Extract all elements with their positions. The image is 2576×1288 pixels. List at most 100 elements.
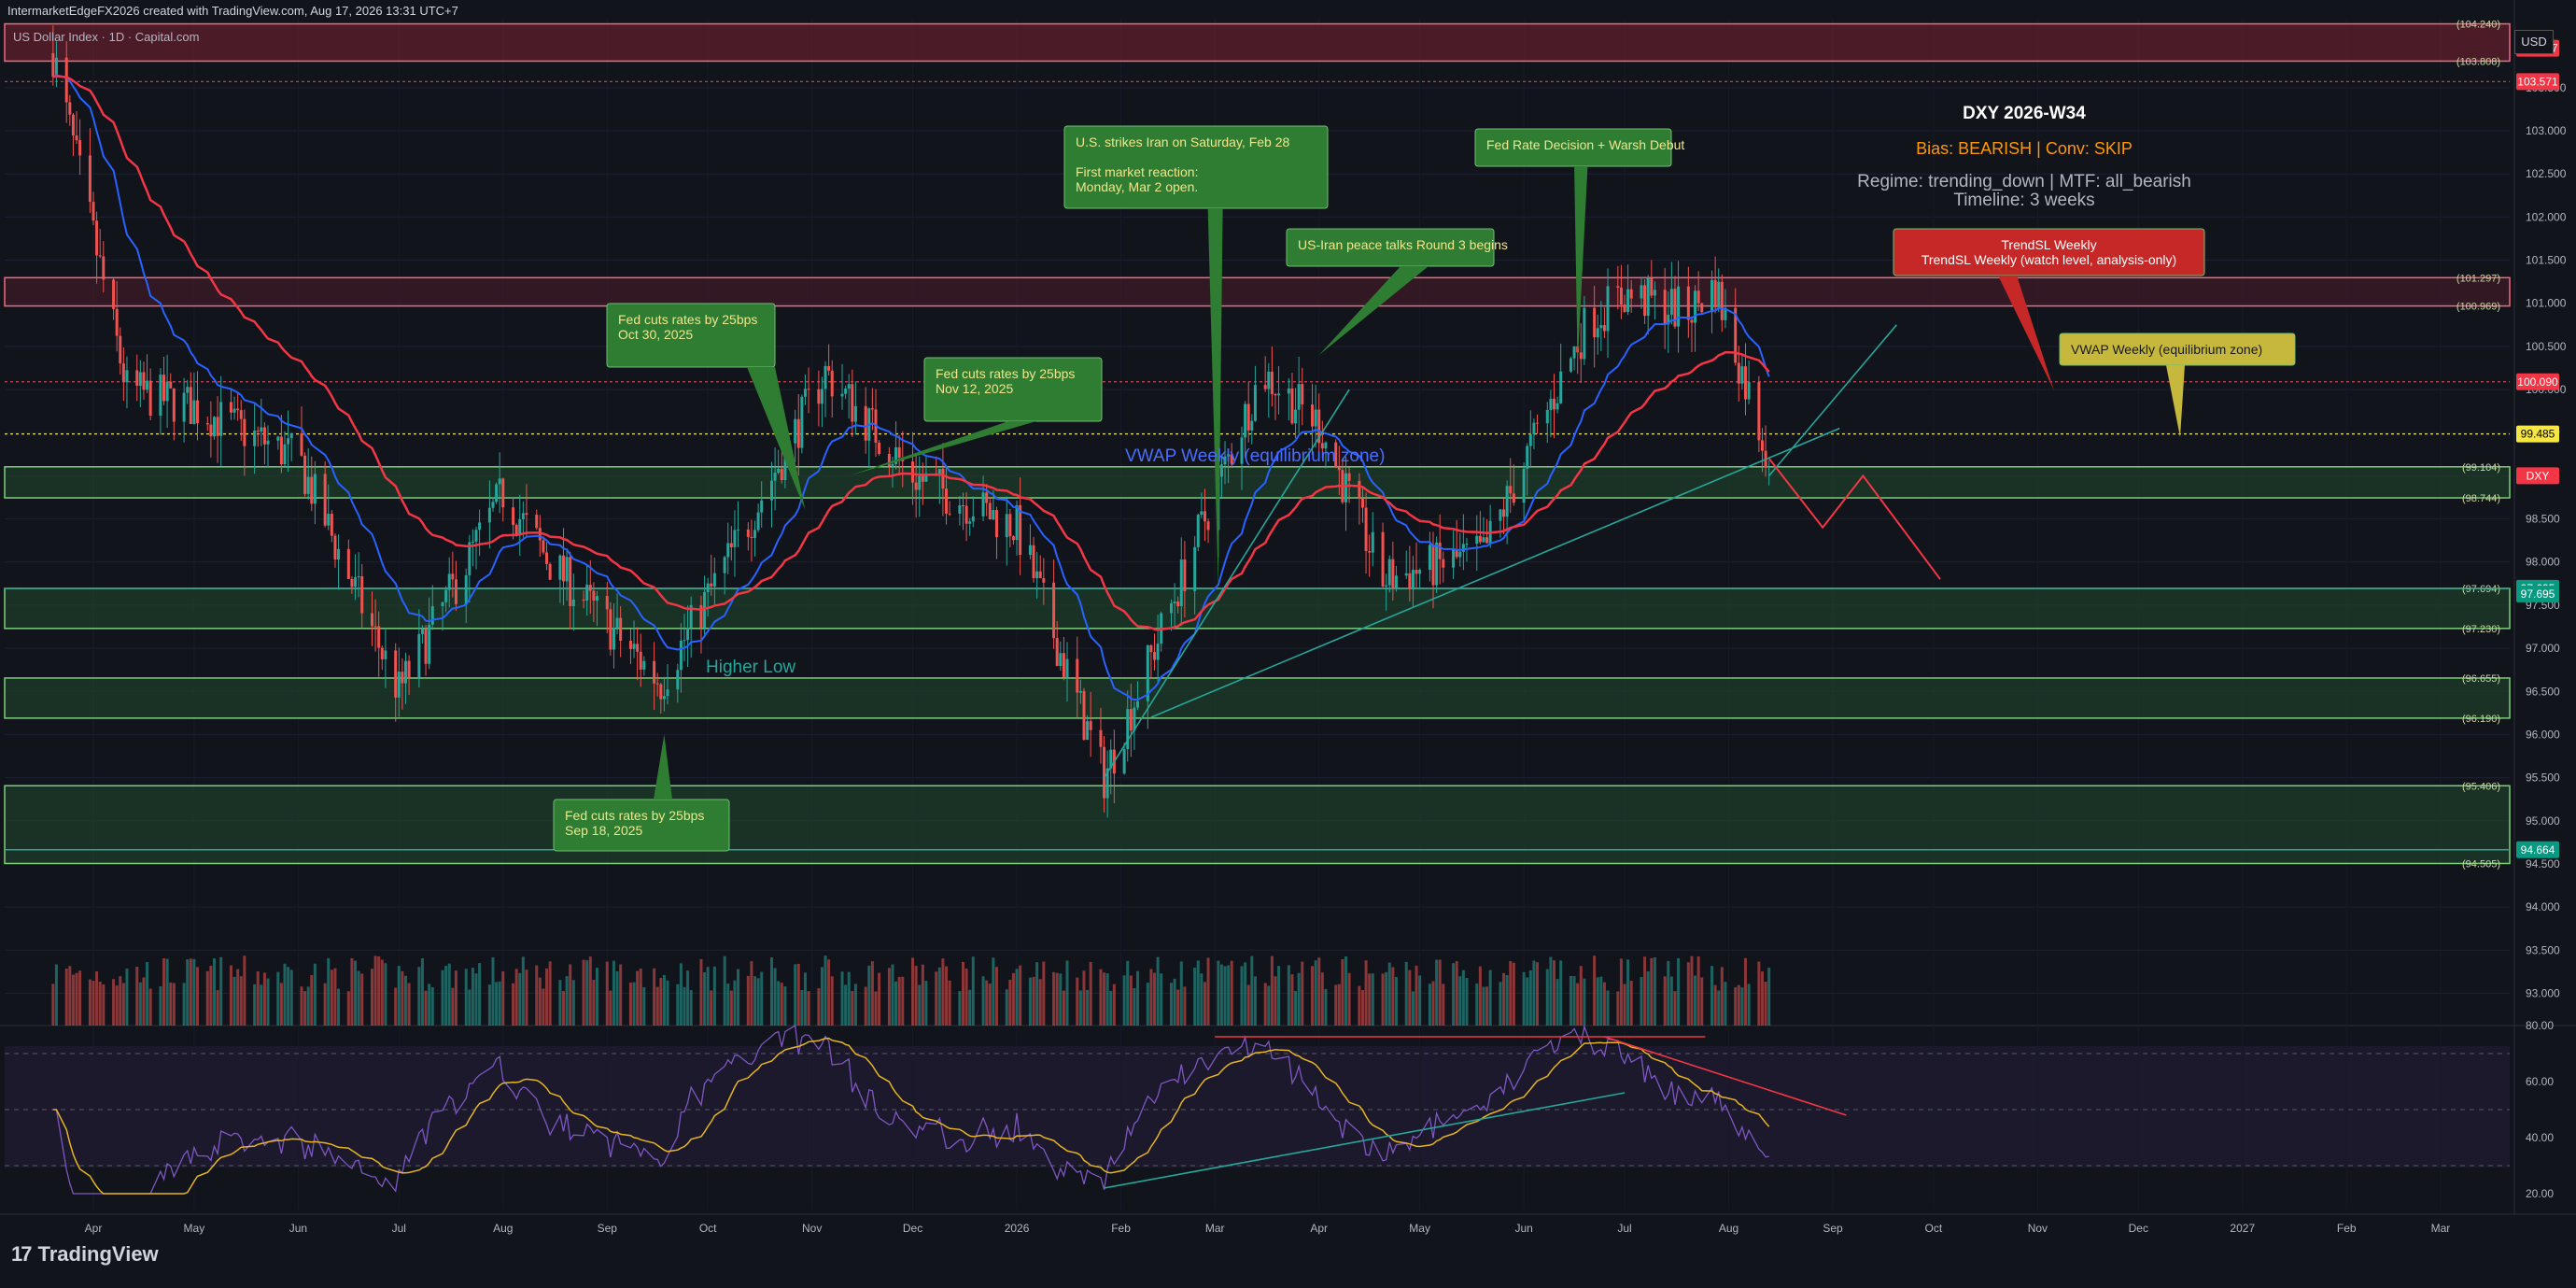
zone-price-label: (98.744) [2462, 493, 2500, 504]
callout-trendsl-text: TrendSL Weekly (watch level, analysis-on… [1921, 252, 2176, 267]
candle-body [1078, 690, 1082, 693]
candle-body [1227, 454, 1231, 457]
candle-body [1619, 287, 1623, 305]
x-tick-label: 2027 [2230, 1222, 2255, 1235]
volume-bar [1576, 983, 1580, 1026]
candle-body [750, 536, 753, 538]
price-zone [4, 677, 2511, 719]
zone-price-label: (97.694) [2462, 584, 2500, 595]
candle-body [746, 529, 750, 537]
volume-bar [68, 966, 72, 1026]
candle-body [706, 583, 710, 592]
rsi-ma-line [52, 1037, 1770, 1195]
candle-body [1640, 285, 1643, 299]
candle-body [1173, 602, 1176, 603]
candle-body [119, 335, 122, 364]
callout-vwap-pointer [2166, 365, 2185, 437]
volume-bar [992, 957, 995, 1026]
candle-body [323, 474, 327, 526]
candle-body [1270, 371, 1274, 395]
y-tick-label: 102.500 [2526, 167, 2567, 180]
candle-body [958, 505, 962, 514]
volume-bar [1244, 962, 1247, 1026]
candle-body [1650, 277, 1654, 296]
candle-body [1747, 382, 1751, 400]
price-badge [2516, 425, 2559, 443]
callout-fed-oct-text: Fed cuts rates by 25bps [618, 312, 757, 327]
volume-bar [1324, 988, 1328, 1026]
volume-bar [1347, 972, 1351, 1026]
volume-bar [820, 967, 823, 1026]
candle-body [1183, 559, 1187, 591]
volume-bar [870, 961, 874, 1026]
currency-button[interactable]: USD [2514, 30, 2554, 54]
candle-body [333, 535, 337, 560]
volume-bar [1458, 976, 1462, 1026]
volume-bar [1743, 957, 1747, 1026]
volume-bar [474, 973, 478, 1026]
volume-bar [1499, 982, 1502, 1026]
price-zone [4, 276, 2511, 307]
volume-bar [1545, 969, 1549, 1026]
volume-bar [958, 991, 962, 1026]
volume-bar [612, 960, 615, 1026]
rsi-trendline [1104, 1092, 1626, 1189]
candle-body [769, 480, 773, 501]
volume-bar [1038, 979, 1042, 1026]
candle-body [1502, 509, 1506, 517]
volume-bar [887, 968, 891, 1026]
volume-bar [894, 981, 898, 1026]
x-tick-label: May [1409, 1222, 1430, 1235]
candle-body [451, 573, 455, 580]
candle-body [1274, 394, 1277, 396]
volume-bar [1452, 963, 1456, 1026]
candle-body [1008, 514, 1012, 537]
volume-bar [796, 963, 800, 1026]
volume-bar [1112, 984, 1116, 1026]
volume-bar [487, 984, 491, 1026]
symbol-legend[interactable]: US Dollar Index · 1D · Capital.com [13, 30, 200, 44]
volume-bar [1387, 962, 1391, 1026]
tradingview-logo[interactable]: 17 TradingView [11, 1242, 159, 1267]
volume-bar [1032, 976, 1035, 1026]
price-zone [4, 587, 2511, 630]
candle-body [138, 372, 142, 387]
candle-body [655, 683, 659, 685]
volume-bar [1149, 969, 1153, 1026]
volume-bar [1616, 991, 1620, 1026]
volume-bar [1230, 960, 1233, 1026]
callout-fed-warsh-text: Fed Rate Decision + Warsh Debut [1486, 137, 1684, 152]
callout-fed-nov-text: Fed cuts rates by 25bps [936, 366, 1075, 381]
candle-body [1394, 575, 1398, 588]
candle-body [146, 380, 149, 390]
volume-bar [1109, 990, 1113, 1026]
candle-body [1267, 371, 1271, 389]
candle-body [1653, 290, 1656, 296]
candle-body [1599, 325, 1603, 329]
volume-bar [1055, 972, 1059, 1026]
candle-body [1297, 384, 1301, 410]
volume-bar [1643, 956, 1647, 1026]
callout-fed-warsh-pointer [1574, 166, 1588, 364]
candle-body [1387, 559, 1391, 586]
candle-body [300, 433, 303, 456]
candle-body [1206, 521, 1210, 531]
candle-body [205, 423, 209, 425]
ema-fast-line [52, 74, 1770, 701]
candle-body [992, 510, 995, 520]
callout-iran-text: U.S. strikes Iran on Saturday, Feb 28 [1076, 134, 1290, 149]
volume-bar [162, 958, 166, 1026]
volume-bar [1713, 984, 1717, 1026]
candle-body [1246, 403, 1250, 431]
volume-bar [1344, 955, 1348, 1026]
volume-bar [609, 990, 612, 1026]
volume-bar [377, 955, 381, 1026]
volume-bar [54, 964, 58, 1026]
candle-body [571, 599, 575, 606]
candle-body [1767, 466, 1771, 468]
candle-body [1643, 285, 1647, 317]
y-tick-label: 96.000 [2526, 728, 2560, 741]
volume-bar [195, 967, 199, 1026]
